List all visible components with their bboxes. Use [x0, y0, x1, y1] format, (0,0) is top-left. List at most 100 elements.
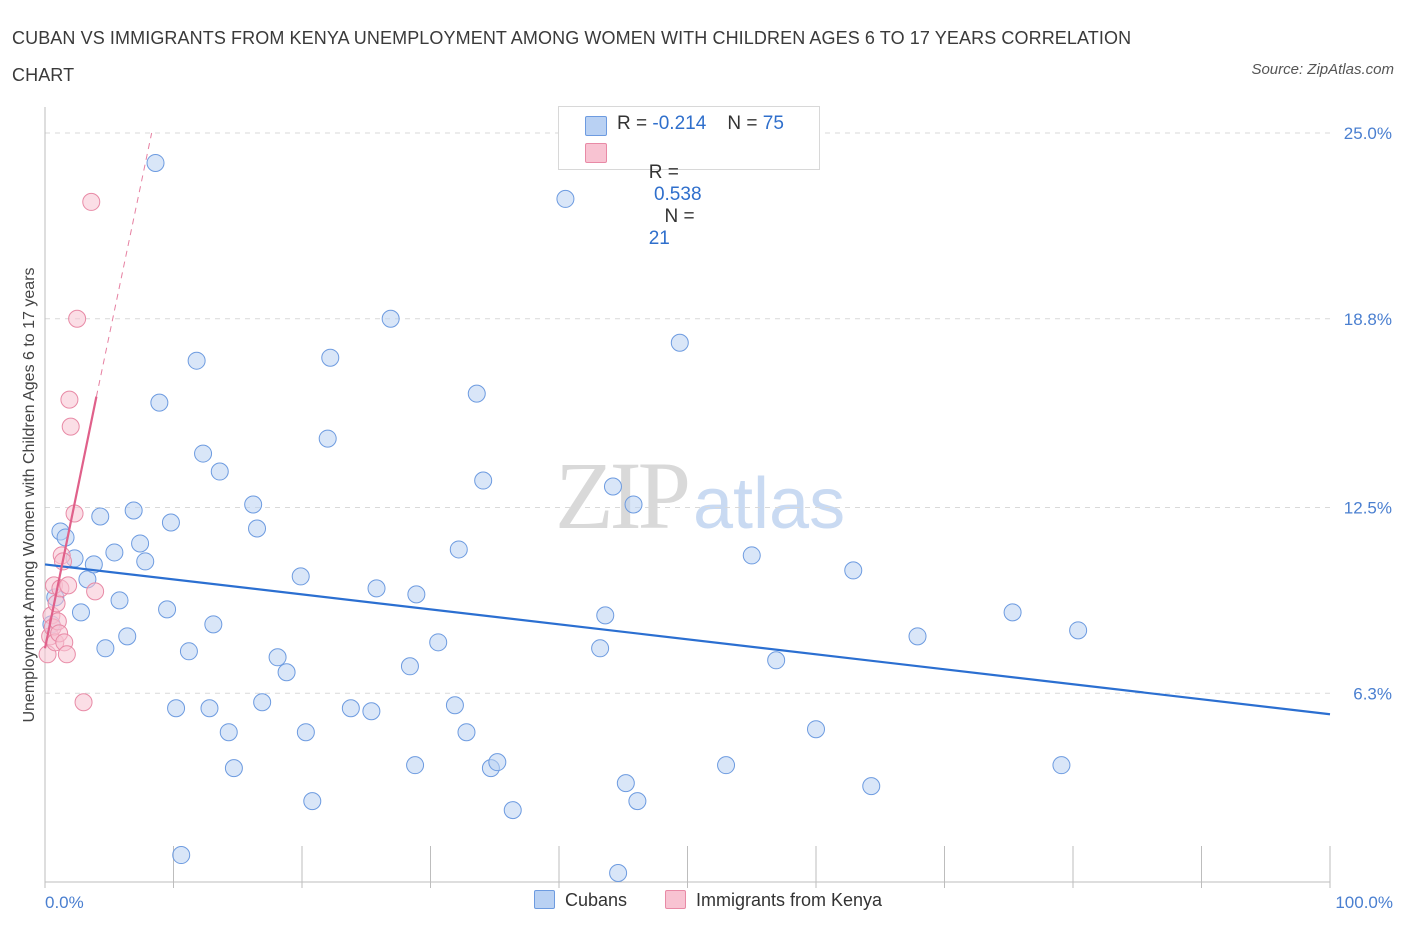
cubans-swatch — [585, 116, 607, 136]
cubans-point — [150, 393, 169, 412]
y-tick-label: 12.5% — [1344, 499, 1392, 518]
kenya-point — [68, 309, 87, 328]
cubans-point — [200, 699, 219, 718]
cubans-point — [449, 540, 468, 559]
cubans-point — [118, 627, 137, 646]
cubans-label: Cubans — [565, 890, 628, 910]
cubans-point — [91, 507, 110, 526]
x-tick-label: 0.0% — [45, 893, 84, 912]
cubans-point — [110, 591, 129, 610]
cubans-point — [362, 702, 381, 721]
cubans-point — [591, 639, 610, 658]
cubans-point — [503, 801, 522, 820]
cubans-point — [406, 756, 425, 775]
cubans-point — [717, 756, 736, 775]
cubans-point — [248, 519, 267, 538]
kenya-point — [57, 645, 76, 664]
cubans-point — [1069, 621, 1088, 640]
y-tick-label: 6.3% — [1353, 684, 1392, 703]
watermark: ZIPatlas — [555, 440, 845, 551]
cubans-point — [244, 495, 263, 514]
cubans-point — [71, 603, 90, 622]
cubans-point — [224, 759, 243, 778]
cubans-swatch — [534, 890, 555, 909]
cubans-point — [341, 699, 360, 718]
kenya-point — [61, 417, 80, 436]
kenya-point — [82, 192, 101, 211]
y-tick-label: 25.0% — [1344, 124, 1392, 143]
cubans-point — [445, 696, 464, 715]
kenya-point — [60, 390, 79, 409]
cubans-point — [179, 642, 198, 661]
cubans-point — [303, 792, 322, 811]
kenya-point — [47, 594, 66, 613]
kenya-point — [74, 693, 93, 712]
cubans-point — [219, 723, 238, 742]
cubans-point — [1003, 603, 1022, 622]
kenya-label: Immigrants from Kenya — [696, 890, 883, 910]
cubans-point — [96, 639, 115, 658]
cubans-point — [596, 606, 615, 625]
legend-n-value: 21 — [648, 228, 670, 249]
cubans-point — [628, 792, 647, 811]
cubans-point — [367, 579, 386, 598]
bottom-legend-kenya[interactable]: Immigrants from Kenya — [665, 890, 882, 911]
legend-r-value: 0.538 — [648, 184, 702, 205]
cubans-point — [172, 846, 191, 865]
cubans-point — [844, 561, 863, 580]
cubans-point — [194, 444, 213, 463]
watermark-zip: ZIP — [555, 442, 691, 549]
cubans-point — [603, 477, 622, 496]
kenya-point — [59, 576, 78, 595]
cubans-point — [321, 348, 340, 367]
cubans-trend-line — [44, 563, 1331, 716]
cubans-point — [167, 699, 186, 718]
cubans-point — [296, 723, 315, 742]
x-tick-label: 100.0% — [1335, 893, 1393, 912]
cubans-point — [400, 657, 419, 676]
cubans-point — [210, 462, 229, 481]
cubans-point — [268, 648, 287, 667]
cubans-point — [146, 153, 165, 172]
legend-n-value: 75 — [762, 113, 784, 134]
cubans-point — [187, 351, 206, 370]
kenya-trend-line — [43, 396, 98, 649]
cubans-point — [407, 585, 426, 604]
cubans-point — [291, 567, 310, 586]
cubans-point — [609, 864, 628, 883]
cubans-point — [253, 693, 272, 712]
cubans-point — [862, 777, 881, 796]
cubans-point — [908, 627, 927, 646]
cubans-point — [742, 546, 761, 565]
cubans-point — [670, 333, 689, 352]
cubans-point — [616, 774, 635, 793]
correlation-legend: R = -0.214 N = 75 R = 0.538 N = 21 — [558, 106, 820, 249]
y-tick-label: 18.8% — [1344, 310, 1392, 329]
cubans-point — [136, 552, 155, 571]
kenya-swatch — [585, 143, 607, 163]
bottom-legend-cubans[interactable]: Cubans — [534, 890, 627, 911]
cubans-point — [474, 471, 493, 490]
cubans-point — [807, 720, 825, 739]
legend-r-label: R = — [617, 113, 648, 134]
legend-r-value: -0.214 — [652, 113, 707, 134]
legend-n-label: N = — [664, 206, 695, 227]
cubans-point — [556, 189, 575, 208]
cubans-point — [124, 501, 143, 520]
watermark-atlas: atlas — [693, 464, 846, 544]
cubans-point — [767, 651, 786, 670]
cubans-point — [161, 513, 180, 532]
cubans-point — [624, 495, 643, 514]
kenya-swatch — [665, 890, 686, 909]
cubans-point — [318, 429, 337, 448]
chart-title: CUBAN VS IMMIGRANTS FROM KENYA UNEMPLOYM… — [12, 28, 1132, 85]
legend-n-label: N = — [727, 113, 758, 134]
cubans-point — [158, 600, 177, 619]
cubans-point — [429, 633, 448, 652]
cubans-point — [277, 663, 296, 682]
cubans-point — [381, 309, 400, 328]
cubans-point — [1052, 756, 1071, 775]
cubans-point — [105, 543, 124, 562]
cubans-point — [204, 615, 223, 634]
